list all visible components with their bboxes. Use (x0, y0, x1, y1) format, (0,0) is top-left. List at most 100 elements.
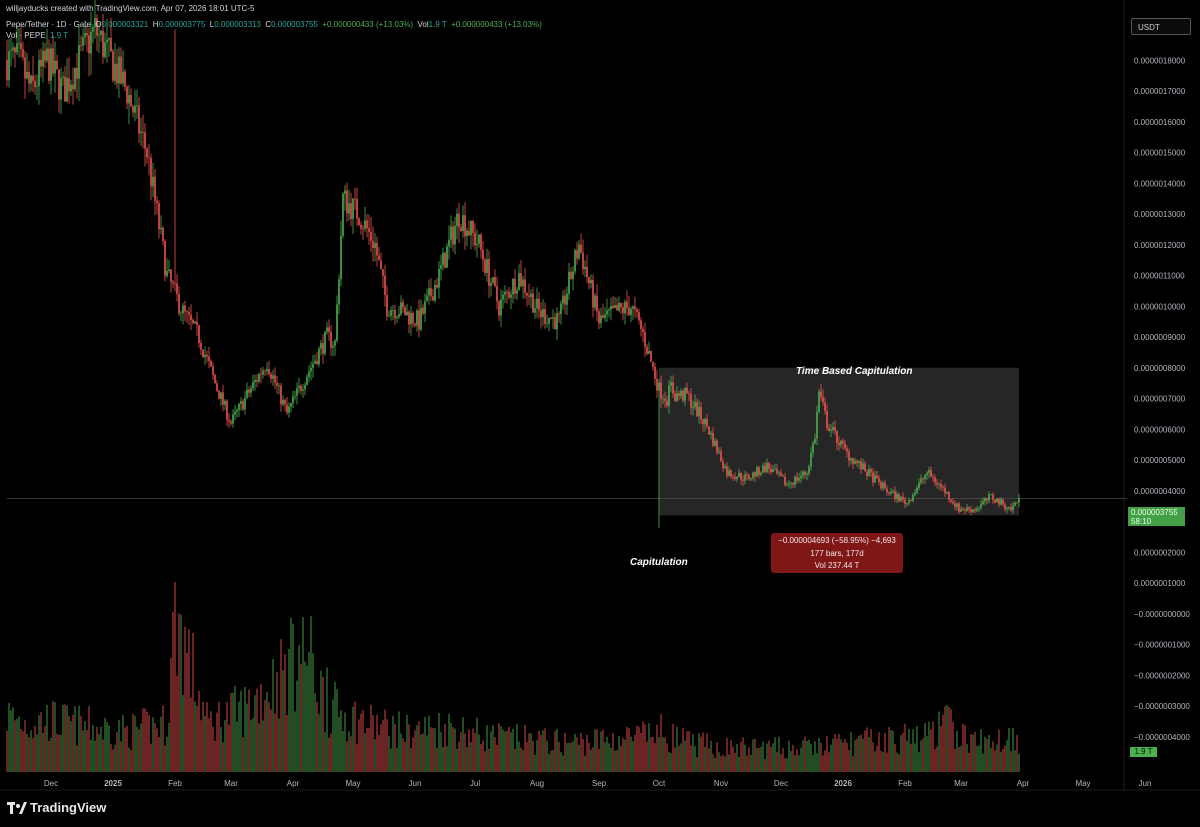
candle-body[interactable] (974, 509, 976, 511)
candle-body[interactable] (996, 498, 998, 503)
candle-body[interactable] (230, 421, 232, 424)
candle-body[interactable] (784, 476, 786, 486)
candle-body[interactable] (138, 105, 140, 134)
candle-body[interactable] (596, 295, 598, 312)
candle-body[interactable] (744, 474, 746, 481)
candle-body[interactable] (206, 354, 208, 357)
candle-body[interactable] (686, 387, 688, 394)
candle-body[interactable] (706, 418, 708, 427)
candle-body[interactable] (528, 295, 530, 297)
candle-body[interactable] (696, 401, 698, 417)
candle-body[interactable] (460, 227, 462, 232)
candle-body[interactable] (420, 307, 422, 330)
candle-body[interactable] (494, 277, 496, 287)
candle-body[interactable] (172, 281, 174, 284)
candle-body[interactable] (780, 472, 782, 476)
candle-body[interactable] (980, 503, 982, 508)
candle-body[interactable] (130, 95, 132, 107)
candle-body[interactable] (142, 131, 144, 133)
candle-body[interactable] (88, 35, 90, 54)
candle-body[interactable] (126, 86, 128, 104)
candle-body[interactable] (794, 476, 796, 485)
candle-body[interactable] (498, 301, 500, 316)
candle-body[interactable] (158, 203, 160, 230)
candle-body[interactable] (1000, 499, 1002, 505)
candle-body[interactable] (544, 309, 546, 324)
candle-body[interactable] (560, 303, 562, 315)
candle-body[interactable] (640, 320, 642, 330)
candle-body[interactable] (212, 366, 214, 375)
candle-body[interactable] (120, 56, 122, 84)
candle-body[interactable] (62, 76, 64, 79)
candle-body[interactable] (102, 30, 104, 58)
candle-body[interactable] (214, 374, 216, 384)
candle-body[interactable] (284, 400, 286, 405)
candle-body[interactable] (174, 283, 176, 285)
candle-body[interactable] (58, 69, 60, 100)
candle-body[interactable] (850, 458, 852, 461)
candle-body[interactable] (268, 369, 270, 374)
candle-body[interactable] (294, 395, 296, 397)
candle-body[interactable] (210, 360, 212, 367)
candle-body[interactable] (890, 491, 892, 494)
candle-body[interactable] (428, 288, 430, 296)
candle-body[interactable] (804, 471, 806, 475)
candle-body[interactable] (220, 392, 222, 400)
candle-body[interactable] (286, 404, 288, 413)
candle-body[interactable] (110, 37, 112, 52)
candle-body[interactable] (1010, 507, 1012, 511)
candle-body[interactable] (782, 475, 784, 477)
candle-body[interactable] (320, 343, 322, 349)
candle-body[interactable] (232, 414, 234, 424)
candle-body[interactable] (668, 385, 670, 406)
candle-body[interactable] (864, 463, 866, 472)
candle-body[interactable] (582, 252, 584, 270)
candle-body[interactable] (738, 473, 740, 478)
candle-body[interactable] (298, 385, 300, 389)
candle-body[interactable] (1016, 502, 1018, 504)
candle-body[interactable] (144, 132, 146, 149)
candle-body[interactable] (46, 48, 48, 61)
candle-body[interactable] (204, 354, 206, 358)
candle-body[interactable] (944, 487, 946, 494)
candle-body[interactable] (6, 60, 8, 81)
candle-body[interactable] (94, 18, 96, 28)
candle-body[interactable] (884, 482, 886, 489)
candle-body[interactable] (916, 488, 918, 493)
candle-body[interactable] (922, 478, 924, 480)
candle-body[interactable] (642, 329, 644, 333)
volume-series-label[interactable]: Vol · PEPE (6, 31, 46, 40)
candle-body[interactable] (1014, 502, 1016, 506)
candle-body[interactable] (282, 400, 284, 405)
candle-body[interactable] (862, 463, 864, 470)
candle-body[interactable] (542, 309, 544, 318)
candle-body[interactable] (854, 460, 856, 464)
candle-body[interactable] (786, 484, 788, 486)
candle-body[interactable] (148, 157, 150, 159)
candle-body[interactable] (910, 500, 912, 502)
candle-body[interactable] (750, 478, 752, 480)
candle-body[interactable] (194, 321, 196, 324)
candle-body[interactable] (760, 472, 762, 475)
candle-body[interactable] (296, 388, 298, 396)
candle-body[interactable] (480, 234, 482, 250)
candle-body[interactable] (74, 68, 76, 90)
candle-body[interactable] (260, 373, 262, 375)
candle-body[interactable] (548, 317, 550, 324)
candle-body[interactable] (572, 271, 574, 280)
candle-body[interactable] (470, 220, 472, 236)
candle-body[interactable] (956, 503, 958, 507)
candle-body[interactable] (904, 499, 906, 505)
candle-body[interactable] (224, 400, 226, 405)
candle-body[interactable] (748, 475, 750, 480)
candle-body[interactable] (464, 215, 466, 237)
candle-body[interactable] (106, 39, 108, 43)
candle-body[interactable] (52, 48, 54, 74)
candle-body[interactable] (1006, 508, 1008, 510)
time-based-capitulation-label[interactable]: Time Based Capitulation (796, 366, 913, 377)
candle-body[interactable] (532, 293, 534, 313)
candle-body[interactable] (914, 492, 916, 495)
candle-body[interactable] (376, 242, 378, 256)
candle-body[interactable] (754, 472, 756, 477)
candle-body[interactable] (344, 190, 346, 194)
